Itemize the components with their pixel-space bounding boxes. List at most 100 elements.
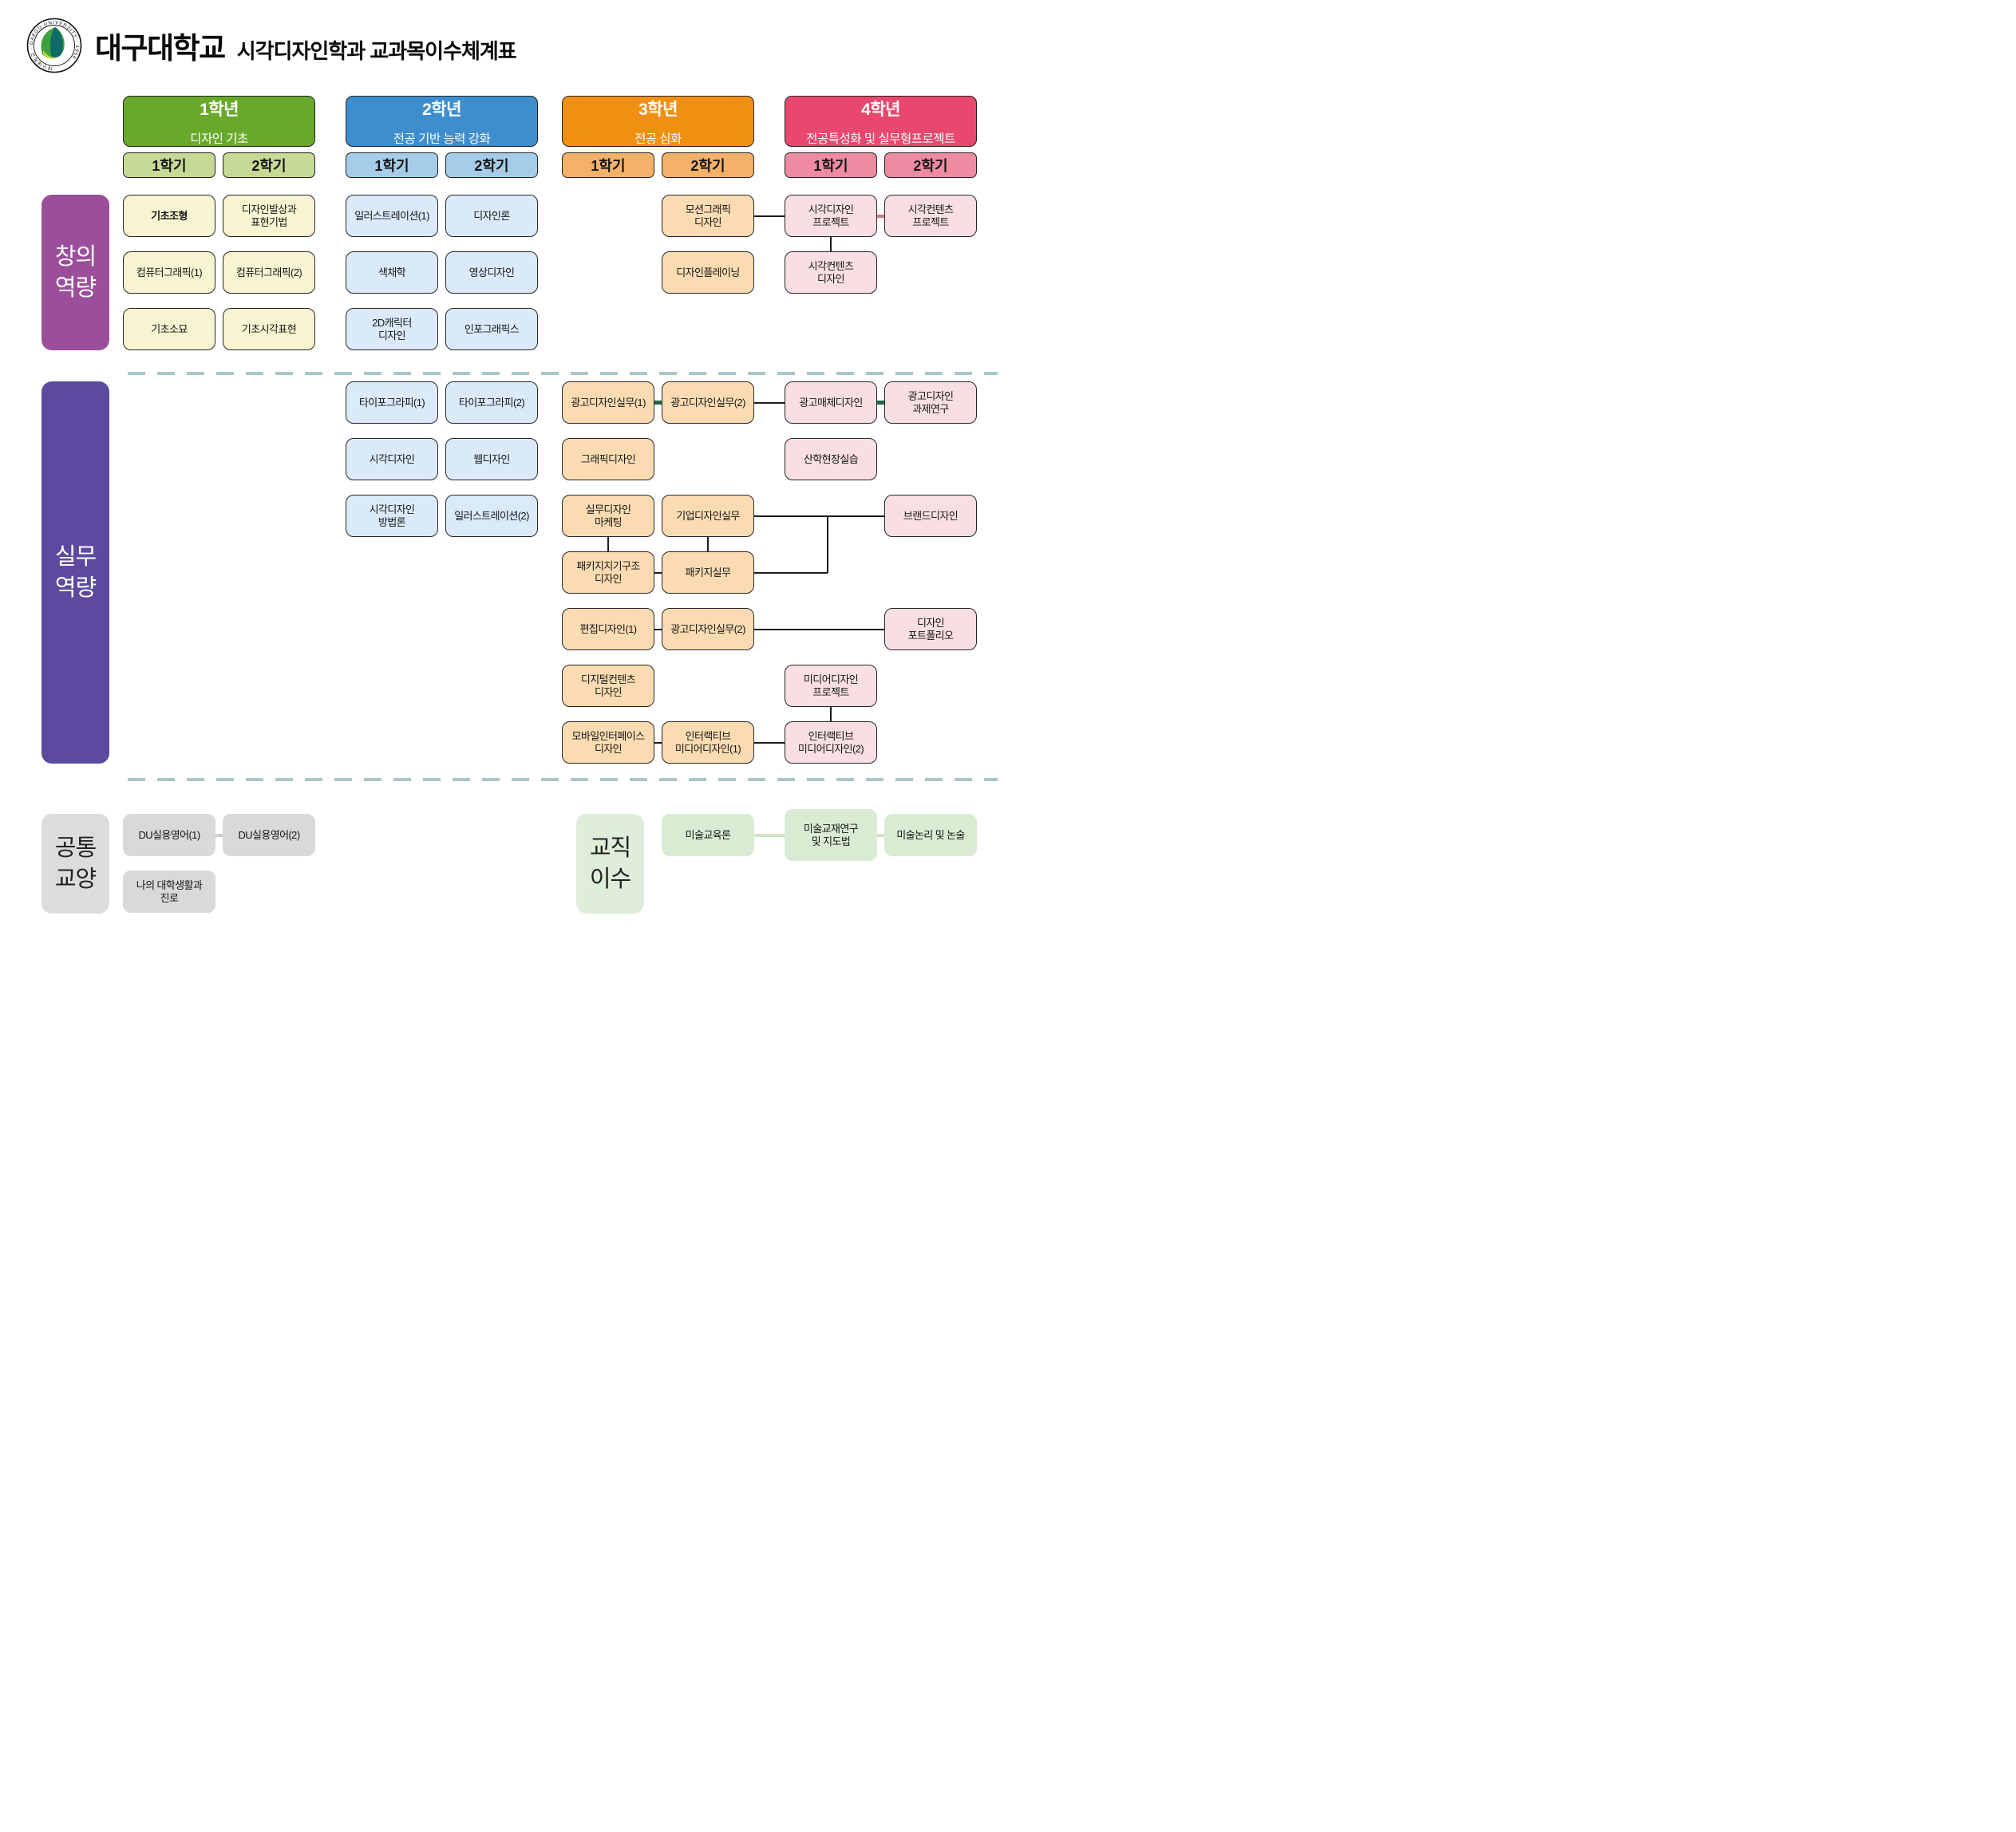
course-visual-design-project: 시각디자인 프로젝트 — [785, 195, 877, 237]
course-ad-design-research: 광고디자인 과제연구 — [884, 381, 977, 424]
text-line: 기초소묘 — [151, 322, 188, 335]
text-line: 공통 — [54, 835, 97, 861]
course-computer-graphics-1: 컴퓨터그래픽(1) — [123, 251, 215, 294]
course-practical-design-marketing: 실무디자인 마케팅 — [562, 495, 654, 537]
course-du-english-1: DU실용영어(1) — [123, 814, 215, 856]
text-line: 그래픽디자인 — [580, 452, 636, 465]
text-line: 컴퓨터그래픽(1) — [136, 266, 203, 278]
text-line: 진로 — [160, 891, 179, 904]
text-line: 광고디자인실무(2) — [670, 622, 745, 635]
connector-line — [754, 834, 785, 837]
text-line: 타이포그라피(1) — [358, 396, 425, 409]
section-divider — [128, 778, 998, 781]
connector-line — [654, 629, 662, 630]
text-line: 역량 — [54, 574, 97, 601]
course-illustration-1: 일러스트레이션(1) — [346, 195, 438, 237]
course-design-planning: 디자인플레이닝 — [662, 251, 754, 294]
text-line: 기초조형 — [151, 209, 188, 222]
text-line: 미디어디자인(2) — [797, 742, 864, 755]
course-motion-graphic-design: 모션그래픽 디자인 — [662, 195, 754, 237]
text-line: 웹디자인 — [473, 452, 510, 465]
year-theme: 전공특성화 및 실무형프로젝트 — [806, 132, 955, 146]
logo-leaf-teal — [49, 27, 63, 57]
text-line: 시각컨텐츠 — [907, 203, 954, 215]
text-line: 영상디자인 — [468, 266, 515, 278]
connector-line — [830, 707, 832, 721]
text-line: 일러스트레이션(1) — [354, 209, 429, 222]
page-title: 시각디자인학과 교과목이수체계표 — [236, 39, 517, 63]
connector-line — [754, 215, 785, 217]
text-line: 포트폴리오 — [907, 629, 954, 642]
connector-line — [827, 516, 828, 573]
year-label: 1학년 — [200, 100, 239, 119]
text-line: 디자인 — [594, 742, 623, 755]
text-line: 시각디자인 — [808, 203, 854, 215]
text-line: 2D캐릭터 — [372, 316, 412, 329]
section-divider — [128, 372, 998, 375]
course-art-education-theory: 미술교육론 — [662, 814, 754, 856]
year-theme: 디자인 기초 — [190, 132, 248, 146]
course-interactive-media-design-2: 인터랙티브 미디어디자인(2) — [785, 721, 877, 764]
course-field-training: 산학현장실습 — [785, 438, 877, 480]
text-line: 과제연구 — [912, 402, 949, 415]
course-basic-drawing: 기초소묘 — [123, 308, 215, 350]
text-line: DU실용영어(2) — [238, 828, 300, 841]
semester-chip-2-1: 1학기 — [346, 152, 438, 178]
text-line: 실무 — [54, 543, 97, 570]
text-line: 모션그래픽 — [685, 203, 731, 215]
text-line: 디자인 — [916, 616, 945, 629]
connector-line — [830, 237, 832, 251]
course-computer-graphics-2: 컴퓨터그래픽(2) — [223, 251, 315, 294]
text-line: 시각컨텐츠 — [808, 259, 854, 272]
connector-line — [877, 834, 884, 837]
text-line: 프로젝트 — [812, 215, 849, 228]
connector-line — [215, 834, 223, 837]
section-label-creative: 창의 역량 — [42, 195, 109, 350]
text-line: 교양 — [54, 866, 97, 892]
connector-line — [654, 572, 662, 574]
course-chromatics: 색채학 — [346, 251, 438, 294]
course-typography-1: 타이포그라피(1) — [346, 381, 438, 424]
text-line: 색채학 — [378, 266, 406, 278]
course-editorial-design-1: 편집디자인(1) — [562, 608, 654, 650]
connector-line — [654, 742, 662, 744]
connector-line — [754, 515, 884, 517]
text-line: 일러스트레이션(2) — [454, 509, 529, 522]
text-line: 디자인 — [594, 685, 623, 698]
connector-line — [654, 401, 662, 405]
text-line: 광고매체디자인 — [799, 396, 863, 409]
connector-line — [754, 742, 785, 744]
text-line: 미술교재연구 — [803, 822, 859, 835]
year-header-4: 4학년 전공특성화 및 실무형프로젝트 — [785, 96, 977, 147]
text-line: 이수 — [589, 866, 631, 892]
text-line: 기업디자인실무 — [676, 509, 740, 522]
header: 대구대학교 · DAEGU UNIVERSITY · 1956 대구대학교 시각… — [26, 18, 517, 73]
course-package-structure-design: 패키지지기구조 디자인 — [562, 551, 654, 594]
text-line: 역량 — [54, 274, 97, 301]
text-line: 타이포그라피(2) — [458, 396, 525, 409]
year-header-3: 3학년 전공 심화 — [562, 96, 754, 147]
text-line: 모바일인터페이스 — [571, 729, 645, 742]
text-line: 브랜드디자인 — [903, 509, 959, 522]
text-line: 미디어디자인 — [803, 673, 859, 685]
text-line: 패키지실무 — [685, 566, 731, 578]
course-ad-design-practice-2: 광고디자인실무(2) — [662, 381, 754, 424]
course-brand-design: 브랜드디자인 — [884, 495, 977, 537]
university-name: 대구대학교 — [95, 32, 226, 65]
section-label-teaching: 교직 이수 — [576, 814, 644, 914]
year-theme: 전공 심화 — [634, 132, 682, 146]
text-line: 및 지도법 — [811, 835, 851, 847]
course-media-design-project: 미디어디자인 프로젝트 — [785, 665, 877, 707]
course-infographics: 인포그래픽스 — [445, 308, 538, 350]
connector-line — [754, 629, 884, 630]
text-line: 디자인 — [694, 215, 722, 228]
semester-chip-1-2: 2학기 — [223, 152, 315, 178]
course-ad-media-design: 광고매체디자인 — [785, 381, 877, 424]
course-basic-form: 기초조형 — [123, 195, 215, 237]
course-web-design: 웹디자인 — [445, 438, 538, 480]
course-basic-visual-expression: 기초시각표현 — [223, 308, 315, 350]
year-header-2: 2학년 전공 기반 능력 강화 — [346, 96, 538, 147]
text-line: 디자인 — [378, 329, 406, 342]
text-line: 디자인론 — [473, 209, 510, 222]
